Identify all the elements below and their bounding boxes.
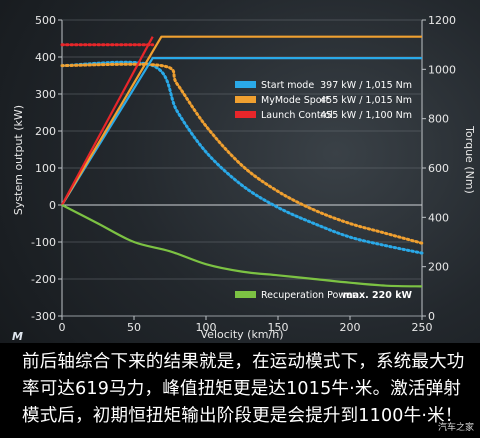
x-tick-label: 200 (340, 321, 361, 334)
y-left-tick-label: -200 (31, 273, 56, 286)
start-mode-power-line (61, 57, 422, 206)
y-left-tick-label: 0 (49, 199, 56, 212)
mymode-sport-legend-swatch (235, 96, 256, 103)
launch-control-legend-label: Launch Control (261, 110, 333, 121)
x-tick-label: 100 (196, 321, 217, 334)
brand-logo: M (12, 330, 23, 343)
x-tick-label: 0 (59, 321, 66, 334)
mymode-sport-legend-value: 455 kW / 1,015 Nm (320, 95, 412, 106)
y-right-tick-label: 0 (428, 310, 435, 323)
start-mode-legend-label: Start mode (261, 80, 314, 91)
recuperation-legend-value: max. 220 kW (343, 290, 413, 301)
y-left-tick-label: 100 (35, 162, 56, 175)
y-left-tick-label: -100 (31, 236, 56, 249)
y-right-tick-label: 200 (428, 261, 449, 274)
mymode-sport-torque-line (60, 62, 424, 245)
y-axis-left-title: System output (kW) (12, 105, 25, 215)
start-mode-legend-swatch (235, 81, 256, 88)
y-left-tick-label: 500 (35, 14, 56, 27)
y-right-tick-label: 1000 (428, 63, 456, 76)
start-mode-torque-line (60, 60, 424, 255)
start-mode-legend-value: 397 kW / 1,015 Nm (320, 80, 412, 91)
y-right-tick-label: 400 (428, 211, 449, 224)
y-left-tick-label: 400 (35, 51, 56, 64)
launch-control-power-line (61, 36, 154, 206)
caption-text: 前后轴综合下来的结果就是，在运动模式下，系统最大功率可达619马力，峰值扭矩更是… (22, 352, 465, 426)
recuperation-legend-swatch (235, 291, 256, 298)
recuperation-legend-label: Recuperation Power: (261, 290, 359, 301)
y-left-tick-label: 200 (35, 125, 56, 138)
mymode-sport-legend-label: MyMode Sport (261, 95, 330, 106)
recuperation-power-line (61, 204, 423, 288)
launch-control-legend-value: 455 kW / 1,100 Nm (320, 110, 412, 121)
mymode-sport-power-line (61, 35, 422, 206)
y-axis-right-title: Torque (Nm) (463, 125, 476, 194)
y-right-tick-label: 1200 (428, 14, 456, 27)
x-axis-title: Velocity (km/h) (201, 328, 284, 341)
x-tick-label: 150 (268, 321, 289, 334)
caption-box: 前后轴综合下来的结果就是，在运动模式下，系统最大功率可达619马力，峰值扭矩更是… (0, 343, 480, 438)
y-left-tick-label: -300 (31, 310, 56, 323)
y-right-tick-label: 600 (428, 162, 449, 175)
launch-control-legend-swatch (235, 111, 256, 118)
x-tick-label: 250 (412, 321, 433, 334)
x-tick-label: 50 (127, 321, 141, 334)
watermark: 汽车之家 (437, 423, 474, 433)
y-left-tick-label: 300 (35, 88, 56, 101)
y-right-tick-label: 800 (428, 113, 449, 126)
